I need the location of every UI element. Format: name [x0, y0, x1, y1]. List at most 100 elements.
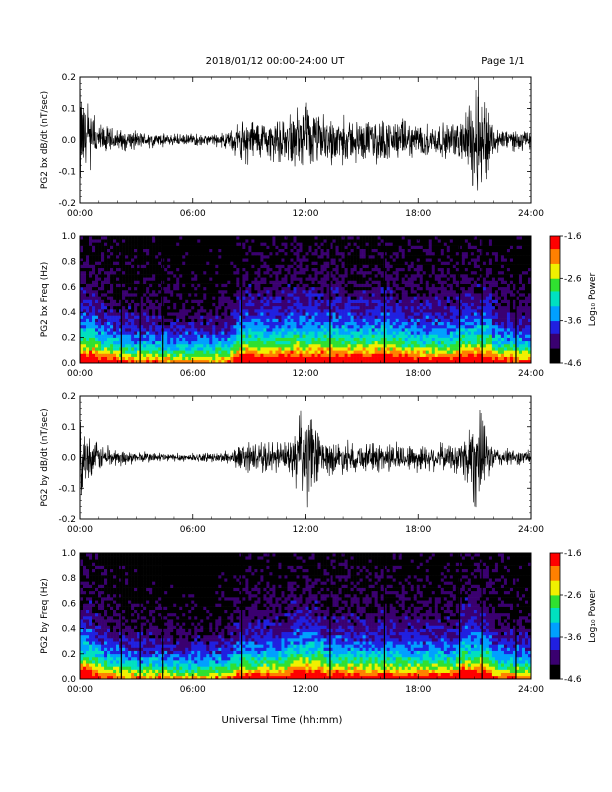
spectrogram-cell: [83, 337, 87, 342]
spectrogram-cell: [335, 283, 339, 288]
spectrogram-cell: [212, 258, 216, 262]
spectrogram-cell: [437, 274, 442, 278]
spectrogram-cell: [146, 245, 150, 249]
spectrogram-cell: [113, 251, 117, 256]
spectrogram-cell: [314, 274, 318, 278]
spectrogram-cell: [158, 261, 162, 265]
spectrogram-cell: [266, 245, 270, 249]
spectrogram-cell: [326, 340, 330, 345]
spectrogram-cell: [98, 302, 102, 307]
spectrogram-cell: [242, 248, 246, 253]
spectrogram-cell: [251, 302, 255, 307]
spectrogram-cell: [323, 296, 327, 300]
spectrogram-cell: [413, 353, 418, 357]
spectrogram-cell: [266, 302, 270, 307]
spectrogram-cell: [131, 312, 135, 316]
spectrogram-cell: [353, 309, 357, 313]
spectrogram-cell: [365, 331, 369, 335]
spectrogram-cell: [227, 255, 231, 259]
spectrogram-cell: [251, 251, 255, 256]
spectrogram-cell: [236, 321, 240, 326]
spectrogram-cell: [230, 350, 234, 354]
spectrogram-cell: [215, 334, 219, 338]
spectrogram-cell: [407, 289, 412, 294]
spectrogram-cell: [428, 264, 433, 269]
spectrogram-cell: [437, 270, 442, 275]
spectrogram-cell: [248, 337, 252, 342]
spectrogram-cell: [176, 296, 180, 300]
spectrogram-cell: [200, 245, 204, 249]
spectrogram-cell: [125, 239, 129, 243]
spectrogram-cell: [83, 353, 87, 357]
spectrogram-cell: [203, 337, 207, 342]
spectrogram-cell: [209, 277, 213, 281]
spectrogram-cell: [437, 340, 442, 345]
spectrogram-cell: [284, 296, 288, 300]
spectrogram-cell: [392, 331, 396, 335]
spectrogram-cell: [302, 296, 306, 300]
spectrogram-cell: [275, 283, 279, 288]
spectrogram-cell: [89, 289, 93, 294]
spectrogram-cell: [302, 251, 306, 256]
spectrogram-cell: [308, 312, 312, 316]
spectrogram-cell: [98, 258, 102, 262]
spectrogram-cell: [338, 245, 342, 249]
spectrogram-cell: [443, 356, 448, 361]
spectrogram-cell: [101, 239, 105, 243]
spectrogram-cell: [152, 347, 156, 351]
spectrogram-cell: [308, 350, 312, 354]
spectrogram-cell: [374, 353, 378, 357]
spectrogram-cell: [242, 359, 246, 364]
spectrogram-cell: [419, 359, 424, 364]
spectrogram-cell: [353, 289, 357, 294]
spectrogram-cell: [131, 318, 135, 323]
spectrogram-cell: [146, 255, 150, 259]
spectrogram-cell: [431, 267, 436, 272]
spectrogram-cell: [404, 258, 409, 262]
spectrogram-cell: [164, 324, 168, 329]
spectrogram-cell: [170, 242, 174, 246]
spectrogram-cell: [167, 305, 171, 310]
spectrogram-cell: [206, 245, 210, 249]
spectrogram-cell: [383, 255, 387, 259]
spectrogram-cell: [137, 359, 141, 364]
y-tick-label: -0.1: [58, 168, 76, 178]
spectrogram-cell: [314, 277, 318, 281]
spectrogram-cell: [131, 289, 135, 294]
spectrogram-cell: [107, 353, 111, 357]
spectrogram-cell: [224, 340, 228, 345]
spectrogram-cell: [437, 248, 442, 253]
spectrogram-cell: [179, 267, 183, 272]
spectrogram-cell: [140, 283, 144, 288]
spectrogram-cell: [215, 337, 219, 342]
spectrogram-cell: [170, 258, 174, 262]
spectrogram-cell: [236, 299, 240, 303]
spectrogram-cell: [206, 239, 210, 243]
spectrogram-cell: [215, 283, 219, 288]
spectrogram-cell: [212, 236, 216, 240]
spectrogram-cell: [347, 286, 351, 291]
spectrogram-cell: [326, 337, 330, 342]
spectrogram-cell: [266, 280, 270, 284]
spectrogram-cell: [368, 289, 372, 294]
spectrogram-cell: [239, 350, 243, 354]
spectrogram-cell: [434, 309, 439, 313]
spectrogram-cell: [104, 318, 108, 323]
spectrogram-cell: [332, 258, 336, 262]
spectrogram-cell: [95, 312, 99, 316]
spectrogram-cell: [389, 350, 393, 354]
spectrogram-cell: [431, 251, 436, 256]
spectrogram-cell: [140, 328, 144, 332]
spectrogram-cell: [194, 293, 198, 297]
spectrogram-cell: [353, 236, 357, 240]
spectrogram-cell: [299, 331, 303, 335]
spectrogram-cell: [185, 353, 189, 357]
spectrogram-cell: [299, 305, 303, 310]
spectrogram-cell: [134, 343, 138, 348]
spectrogram-cell: [86, 274, 90, 278]
spectrogram-cell: [188, 305, 192, 310]
spectrogram-cell: [326, 347, 330, 351]
spectrogram-cell: [290, 324, 294, 329]
spectrogram-cell: [386, 324, 390, 329]
spectrogram-cell: [299, 347, 303, 351]
